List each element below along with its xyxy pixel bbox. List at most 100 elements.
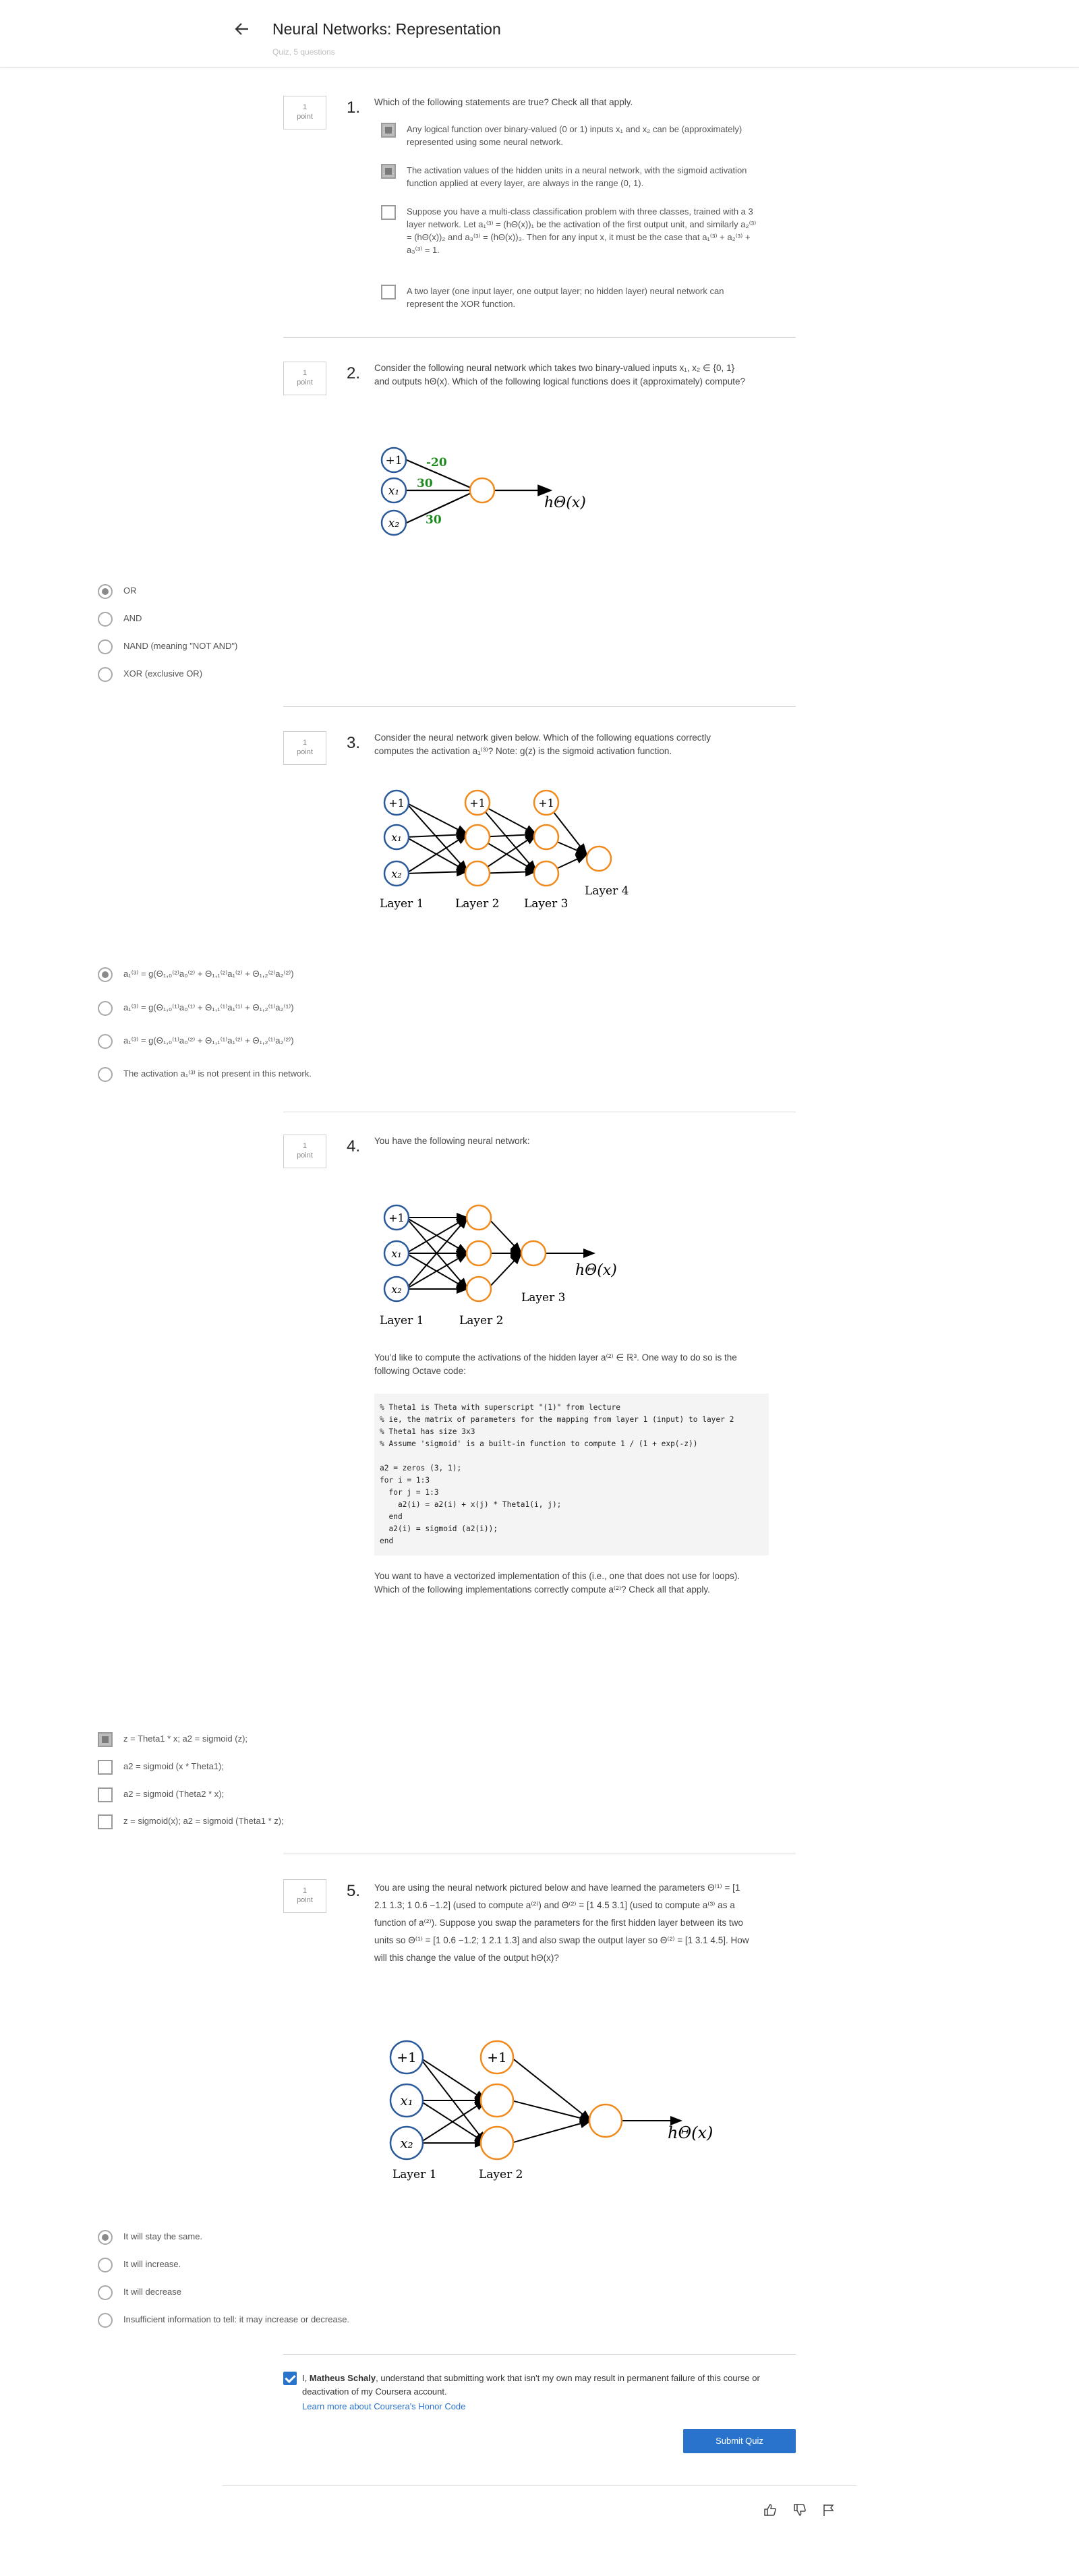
quiz-header: Neural Networks: Representation Quiz, 5 … (0, 0, 1079, 67)
question-number: 5. (347, 1882, 360, 1901)
checkbox[interactable] (381, 164, 396, 179)
option-text: The activation values of the hidden unit… (407, 164, 757, 190)
radio[interactable] (98, 2258, 113, 2272)
svg-text:+1: +1 (538, 797, 554, 809)
layer-label: Layer 1 (380, 1314, 424, 1327)
divider (283, 337, 796, 338)
question-text: You are using the neural network picture… (374, 1879, 752, 1967)
radio[interactable] (98, 2230, 113, 2245)
layer-label: Layer 1 (392, 2168, 436, 2181)
layer-label: Layer 4 (585, 884, 629, 898)
output-label: hΘ(x) (575, 1262, 617, 1279)
option-text: Any logical function over binary-valued … (407, 123, 757, 148)
question-4-text2: You'd like to compute the activations of… (374, 1351, 765, 1378)
option-text: a₁⁽³⁾ = g(Θ₁,₀⁽¹⁾a₀⁽²⁾ + Θ₁,₁⁽¹⁾a₁⁽²⁾ + … (123, 1034, 474, 1047)
page-subtitle: Quiz, 5 questions (272, 47, 335, 57)
option-text: a₁⁽³⁾ = g(Θ₁,₀⁽²⁾a₀⁽²⁾ + Θ₁,₁⁽²⁾a₁⁽²⁾ + … (123, 967, 474, 980)
layer-label: Layer 3 (521, 1291, 565, 1305)
radio[interactable] (98, 584, 113, 599)
thumbs-down-icon[interactable] (792, 2502, 807, 2517)
checkbox[interactable] (98, 1814, 113, 1829)
radio[interactable] (98, 639, 113, 654)
user-name: Matheus Schaly (310, 2373, 376, 2383)
svg-text:+1: +1 (388, 1211, 405, 1224)
radio[interactable] (98, 1001, 113, 1016)
option-text: AND (123, 612, 474, 625)
honor-code-link[interactable]: Learn more about Coursera's Honor Code (302, 2401, 465, 2411)
checkbox[interactable] (381, 123, 396, 138)
option-text: NAND (meaning "NOT AND") (123, 639, 474, 652)
svg-text:+1: +1 (487, 2049, 506, 2065)
submit-quiz-button[interactable]: Submit Quiz (683, 2429, 796, 2453)
svg-text:+1: +1 (397, 2049, 416, 2065)
honor-checkbox[interactable] (283, 2372, 297, 2385)
network-diagram-q2: +1 x₁ x₂ -20 30 30 hΘ(x) (374, 438, 597, 546)
point-box: 1 point (283, 362, 326, 395)
question-number: 2. (347, 364, 360, 383)
flag-icon[interactable] (821, 2502, 836, 2517)
page-title: Neural Networks: Representation (272, 20, 501, 38)
svg-text:+1: +1 (469, 797, 486, 809)
question-text: You have the following neural network: (374, 1135, 752, 1148)
radio[interactable] (98, 967, 113, 982)
question-number: 4. (347, 1137, 360, 1156)
radio[interactable] (98, 2285, 113, 2300)
octave-code-block: % Theta1 is Theta with superscript "(1)"… (374, 1394, 769, 1555)
svg-text:x₂: x₂ (400, 2135, 413, 2151)
svg-text:+1: +1 (388, 797, 405, 809)
option-text: a₁⁽³⁾ = g(Θ₁,₀⁽¹⁾a₀⁽¹⁾ + Θ₁,₁⁽¹⁾a₁⁽¹⁾ + … (123, 1001, 474, 1014)
node-x2: x₂ (388, 517, 400, 530)
svg-text:x₂: x₂ (391, 867, 401, 880)
weight-x1: 30 (417, 477, 433, 490)
footer-divider (223, 2485, 856, 2486)
option-text: Insufficient information to tell: it may… (123, 2313, 474, 2326)
output-label: hΘ(x) (544, 494, 586, 511)
option-text: A two layer (one input layer, one output… (407, 285, 757, 310)
question-number: 1. (347, 98, 360, 117)
point-box: 1 point (283, 731, 326, 765)
point-box: 1 point (283, 1135, 326, 1168)
option-text: a2 = sigmoid (x * Theta1); (123, 1760, 474, 1773)
option-text: a2 = sigmoid (Theta2 * x); (123, 1787, 474, 1800)
question-number: 3. (347, 734, 360, 753)
layer-label: Layer 1 (380, 897, 424, 911)
point-box: 1 point (283, 96, 326, 130)
option-text: The activation a₁⁽³⁾ is not present in t… (123, 1067, 474, 1080)
layer-label: Layer 2 (459, 1314, 503, 1327)
option-text: OR (123, 584, 474, 597)
option-text: XOR (exclusive OR) (123, 667, 474, 680)
question-text: Consider the following neural network wh… (374, 362, 752, 389)
option-text: It will decrease (123, 2285, 474, 2298)
option-text: It will increase. (123, 2258, 474, 2270)
radio[interactable] (98, 1067, 113, 1082)
network-diagram-q3: +1 x₁ x₂ +1 +1 Layer 1 Layer 2 Layer 3 L… (374, 784, 644, 919)
radio[interactable] (98, 1034, 113, 1049)
thumbs-up-icon[interactable] (763, 2502, 778, 2517)
network-diagram-q5: +1 x₁ x₂ +1 hΘ(x) Layer 1 Layer 2 (384, 2037, 722, 2185)
weight-x2: 30 (426, 513, 442, 527)
checkbox[interactable] (381, 205, 396, 220)
option-text: z = Theta1 * x; a2 = sigmoid (z); (123, 1732, 474, 1745)
svg-text:x₂: x₂ (391, 1283, 401, 1296)
checkbox[interactable] (381, 285, 396, 299)
checkbox[interactable] (98, 1760, 113, 1775)
svg-text:x₁: x₁ (400, 2092, 413, 2109)
network-diagram-q4: +1 x₁ x₂ hΘ(x) Layer 1 Layer 2 Layer 3 (374, 1201, 631, 1329)
svg-text:x₁: x₁ (391, 1247, 401, 1260)
svg-text:x₁: x₁ (391, 831, 401, 844)
point-box: 1 point (283, 1879, 326, 1913)
divider (283, 2354, 796, 2355)
checkbox[interactable] (98, 1787, 113, 1802)
divider (283, 706, 796, 707)
question-text: Which of the following statements are tr… (374, 96, 752, 109)
weight-bias: -20 (426, 456, 447, 469)
radio[interactable] (98, 2313, 113, 2328)
back-arrow-icon[interactable] (233, 20, 251, 38)
radio[interactable] (98, 612, 113, 627)
option-text: Suppose you have a multi-class classific… (407, 205, 757, 256)
radio[interactable] (98, 667, 113, 682)
layer-label: Layer 3 (524, 897, 568, 911)
question-4-text3: You want to have a vectorized implementa… (374, 1570, 765, 1597)
checkbox[interactable] (98, 1732, 113, 1747)
question-text: Consider the neural network given below.… (374, 731, 752, 758)
